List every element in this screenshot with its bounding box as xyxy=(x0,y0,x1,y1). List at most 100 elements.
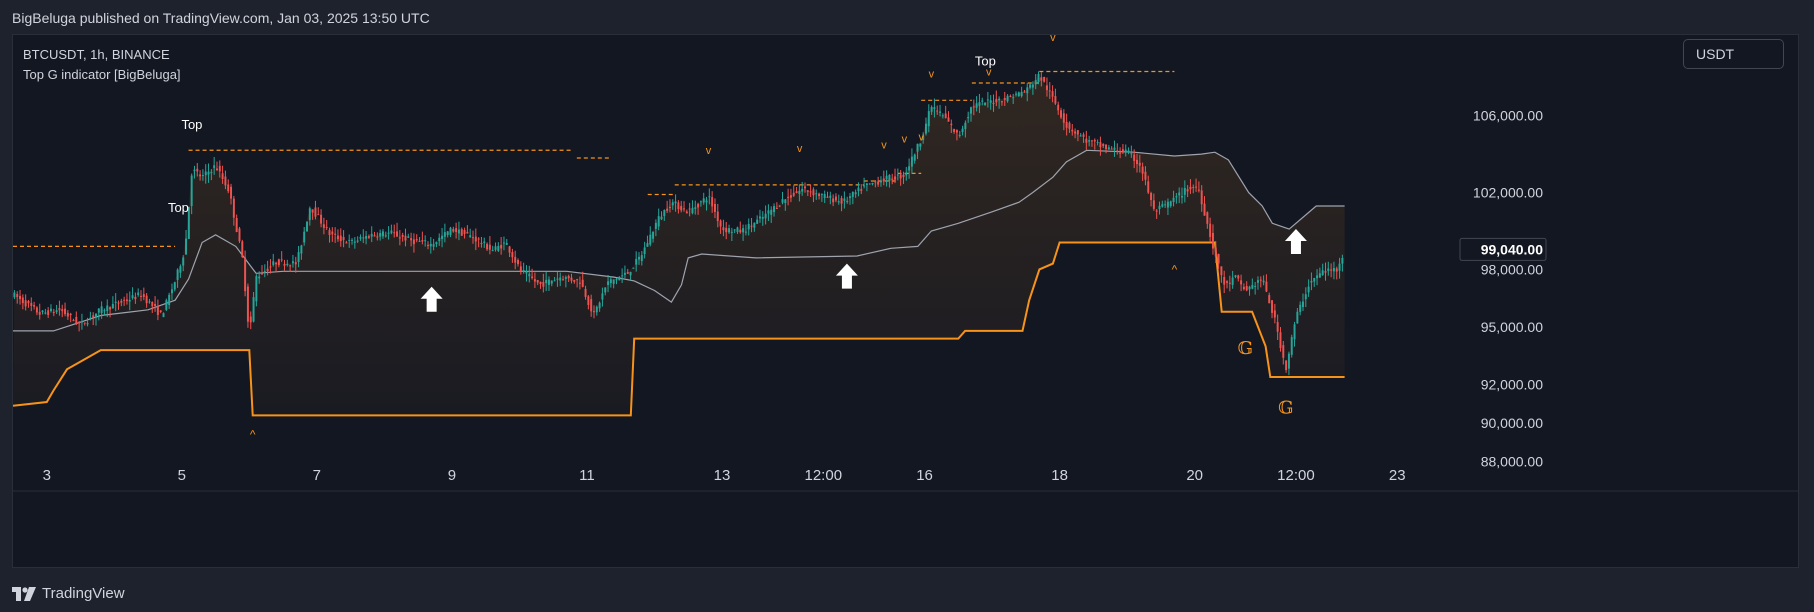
candle xyxy=(970,106,972,122)
candle xyxy=(1273,303,1276,324)
support-band-layer xyxy=(13,77,1345,417)
candle xyxy=(801,181,804,196)
candle-body xyxy=(61,309,64,312)
candle-body xyxy=(151,301,154,307)
candle-body xyxy=(1293,324,1296,340)
candle xyxy=(761,211,764,226)
v-marker: v xyxy=(1050,35,1056,44)
candle xyxy=(1332,261,1335,280)
candle xyxy=(947,111,950,122)
candle xyxy=(1079,133,1082,137)
candle-body xyxy=(1144,171,1147,180)
candle xyxy=(660,211,663,221)
candle-body xyxy=(578,282,581,284)
candle-body xyxy=(196,168,199,172)
candle xyxy=(1071,124,1074,136)
candle xyxy=(533,272,536,289)
candle xyxy=(868,183,871,185)
candle-body xyxy=(390,230,393,234)
candle-body xyxy=(939,111,942,113)
candle-body xyxy=(978,102,981,106)
candle-body xyxy=(486,243,489,250)
candle-body xyxy=(547,279,550,285)
candle-body xyxy=(1290,337,1293,355)
candle xyxy=(291,254,294,268)
candle xyxy=(837,194,840,205)
currency-button[interactable]: USDT xyxy=(1683,39,1784,69)
candle-body xyxy=(1130,153,1133,155)
candle xyxy=(1211,224,1214,255)
candle-body xyxy=(491,250,494,252)
candle xyxy=(685,209,688,214)
candle xyxy=(753,222,756,232)
candle xyxy=(396,222,399,237)
candle xyxy=(1290,334,1293,358)
candle xyxy=(936,105,939,115)
candle xyxy=(514,250,517,270)
candle xyxy=(849,192,851,205)
candle-body xyxy=(868,183,871,185)
candle xyxy=(1279,327,1282,352)
candle-body xyxy=(266,268,269,272)
candle-body xyxy=(789,195,792,198)
candle-body xyxy=(778,205,781,207)
candle xyxy=(1009,94,1012,98)
candle xyxy=(1327,261,1330,276)
candle xyxy=(1307,279,1310,297)
candle-body xyxy=(809,191,812,193)
candle-body xyxy=(683,208,686,210)
time-tick-label: 12:00 xyxy=(805,467,843,484)
candle xyxy=(1166,198,1169,216)
candle xyxy=(899,170,902,186)
candle-body xyxy=(148,301,151,303)
candle xyxy=(367,234,370,239)
candle xyxy=(691,200,694,215)
candle-body xyxy=(950,123,953,126)
candle xyxy=(148,298,151,304)
candle-body xyxy=(1262,280,1265,283)
candle xyxy=(531,268,534,280)
candle-body xyxy=(317,214,320,216)
candle xyxy=(955,129,958,141)
candle xyxy=(1152,193,1155,211)
candle-body xyxy=(989,100,992,103)
candle xyxy=(1003,91,1006,106)
candle xyxy=(1293,321,1296,347)
candle-body xyxy=(1254,285,1257,287)
candle xyxy=(381,229,384,239)
candle xyxy=(221,165,224,184)
candle-body xyxy=(953,128,956,133)
candle-body xyxy=(24,300,27,307)
candle xyxy=(466,225,469,234)
candle xyxy=(733,229,736,234)
candle xyxy=(1310,272,1313,291)
candle xyxy=(919,143,922,151)
candle-body xyxy=(508,246,511,253)
candle-body xyxy=(21,297,24,304)
candle-body xyxy=(1259,279,1262,281)
candle-body xyxy=(1248,286,1251,290)
candle-body xyxy=(896,174,899,176)
candle-body xyxy=(1321,270,1324,276)
candle-body xyxy=(685,211,688,214)
candle xyxy=(1330,263,1333,278)
candle-body xyxy=(697,203,700,208)
candle-body xyxy=(927,111,930,127)
candle xyxy=(1040,72,1043,87)
candle xyxy=(457,221,460,241)
candle xyxy=(798,184,801,202)
candle-body xyxy=(916,143,919,152)
candle xyxy=(854,189,857,198)
time-tick-label: 7 xyxy=(313,467,321,484)
candle-body xyxy=(460,229,463,236)
candle-body xyxy=(1127,150,1130,153)
chart-area[interactable]: Top Top Top v v v v v v v v ^ ^ 𝔾 𝔾 106,000.00 102,000.… xyxy=(12,34,1799,568)
candle xyxy=(154,296,157,312)
price-tick-label: 90,000.00 xyxy=(1481,415,1543,431)
candle-body xyxy=(992,102,995,104)
v-marker: v xyxy=(706,145,712,157)
candle xyxy=(1029,83,1032,90)
candle xyxy=(187,206,190,239)
candle xyxy=(964,120,967,138)
